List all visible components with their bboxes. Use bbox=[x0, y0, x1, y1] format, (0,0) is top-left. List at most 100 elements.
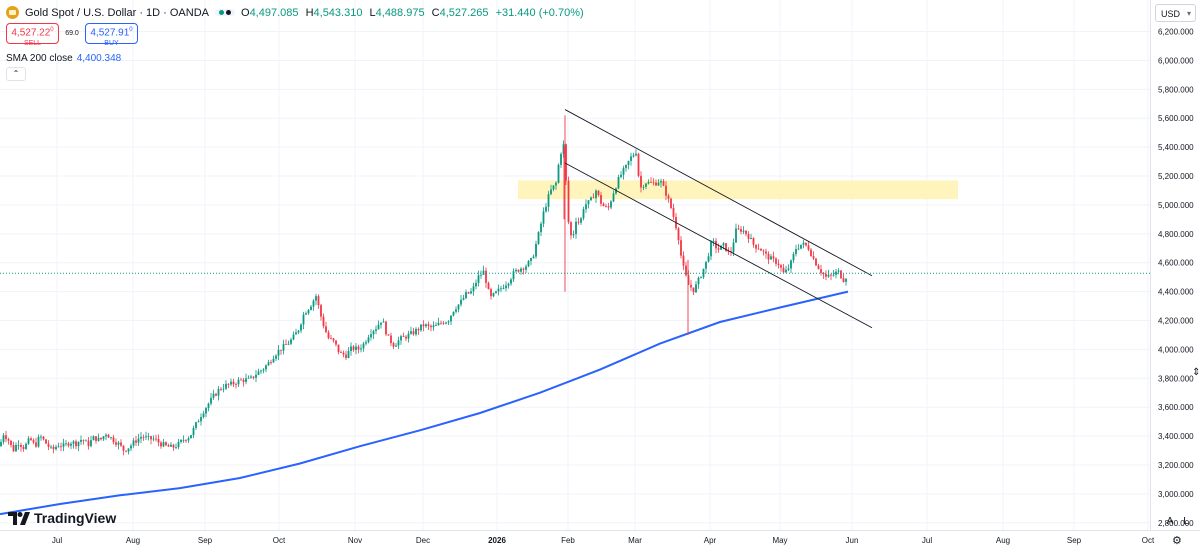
candle-body bbox=[147, 436, 150, 437]
candle-body bbox=[565, 144, 567, 181]
trendline[interactable] bbox=[564, 162, 873, 329]
tradingview-logo[interactable]: TradingView bbox=[8, 510, 116, 526]
log-scale-button[interactable]: L bbox=[1183, 516, 1189, 527]
time-tick-label: Aug bbox=[126, 536, 140, 545]
candle-body bbox=[462, 298, 465, 300]
candle-body bbox=[652, 182, 655, 184]
candle-body bbox=[477, 275, 480, 283]
collapse-legend-button[interactable]: ⌃ bbox=[6, 67, 26, 81]
candle-body bbox=[67, 443, 70, 446]
candle-body bbox=[697, 277, 700, 285]
candle-body bbox=[387, 334, 390, 336]
candle-body bbox=[57, 446, 60, 448]
candle-body bbox=[207, 403, 210, 409]
price-tick-label: 4,800.000 bbox=[1158, 230, 1194, 239]
candle-body bbox=[287, 343, 290, 345]
candle-body bbox=[447, 321, 450, 323]
price-tick-label: 6,200.000 bbox=[1158, 28, 1194, 37]
candle-body bbox=[412, 331, 415, 335]
trendlines[interactable] bbox=[564, 109, 873, 329]
candle-body bbox=[742, 230, 745, 232]
candle-body bbox=[587, 200, 590, 205]
candle-body bbox=[570, 222, 572, 236]
candle-body bbox=[785, 269, 787, 273]
candle-body bbox=[82, 439, 85, 441]
candle-body bbox=[740, 228, 742, 232]
time-tick-label: May bbox=[772, 536, 787, 545]
candle-body bbox=[110, 437, 112, 439]
scale-drag-handle-icon[interactable]: ⇕ bbox=[1192, 367, 1200, 378]
sell-button[interactable]: 4,527.220 SELL bbox=[6, 23, 59, 47]
candle-body bbox=[0, 441, 2, 447]
grid-lines bbox=[0, 0, 1150, 530]
candle-body bbox=[292, 334, 295, 340]
time-tick-label: Jul bbox=[52, 536, 62, 545]
candle-body bbox=[355, 346, 357, 350]
candle-body bbox=[227, 383, 230, 385]
symbol-title[interactable]: Gold Spot / U.S. Dollar · 1D · OANDA bbox=[25, 6, 209, 19]
candle-body bbox=[455, 309, 457, 312]
candle-body bbox=[620, 174, 622, 177]
settings-gear-icon[interactable]: ⚙ bbox=[1172, 535, 1182, 547]
candle-body bbox=[165, 442, 167, 446]
candle-body bbox=[465, 292, 467, 299]
candle-body bbox=[120, 442, 122, 446]
candle-body bbox=[160, 442, 162, 447]
price-tick-label: 3,200.000 bbox=[1158, 461, 1194, 470]
candle-body bbox=[282, 344, 285, 351]
price-axis[interactable]: 2,800.000 3,000.000 3,200.000 3,400.000 3,60… bbox=[1158, 28, 1194, 528]
candle-body bbox=[217, 388, 220, 396]
candle-body bbox=[845, 278, 847, 282]
candle-body bbox=[295, 332, 297, 335]
tradingview-logo-icon bbox=[8, 511, 30, 525]
candle-body bbox=[642, 186, 645, 188]
candle-body bbox=[800, 244, 802, 249]
candle-body bbox=[572, 234, 575, 236]
candle-body bbox=[285, 344, 287, 345]
candle-body bbox=[382, 321, 385, 323]
buy-button[interactable]: 4,527.910 BUY bbox=[85, 23, 138, 47]
trendline[interactable] bbox=[564, 109, 873, 277]
symbol-header: Gold Spot / U.S. Dollar · 1D · OANDA O4,… bbox=[6, 6, 584, 19]
candle-body bbox=[582, 209, 585, 219]
price-tick-label: 4,600.000 bbox=[1158, 259, 1194, 268]
time-axis[interactable]: Jul Aug Sep Oct Nov Dec 2026 Feb Mar Apr May Jun Jul… bbox=[52, 536, 1155, 545]
time-tick-label: Mar bbox=[628, 536, 642, 545]
candle-body bbox=[125, 450, 127, 452]
time-tick-label: Apr bbox=[704, 536, 717, 545]
candle-body bbox=[250, 376, 252, 378]
candle-body bbox=[725, 243, 727, 252]
candle-body bbox=[522, 268, 525, 270]
time-tick-label: Dec bbox=[416, 536, 430, 545]
candle-body bbox=[390, 335, 392, 344]
candle-body bbox=[205, 408, 207, 414]
resistance-zone[interactable] bbox=[518, 180, 958, 200]
candle-body bbox=[727, 251, 730, 252]
candle-body bbox=[330, 338, 332, 340]
candle-body bbox=[527, 261, 530, 267]
candle-body bbox=[317, 296, 320, 306]
candle-body bbox=[367, 337, 370, 343]
auto-scale-button[interactable]: A bbox=[1166, 516, 1174, 527]
sma-legend[interactable]: SMA 200 close 4,400.348 bbox=[6, 53, 121, 64]
candle-body bbox=[542, 211, 545, 224]
candle-body bbox=[515, 269, 517, 272]
market-status-indicator[interactable] bbox=[215, 9, 235, 16]
currency-select[interactable]: USD ▾ bbox=[1155, 4, 1196, 22]
chevron-down-icon: ▾ bbox=[1186, 9, 1191, 18]
candle-body bbox=[202, 413, 205, 418]
candle-body bbox=[687, 275, 690, 285]
candle-body bbox=[792, 253, 795, 261]
candle-body bbox=[50, 446, 52, 448]
high-label: H bbox=[305, 6, 314, 19]
candle-body bbox=[215, 393, 217, 396]
candle-body bbox=[260, 370, 262, 372]
candle-body bbox=[265, 365, 267, 370]
time-tick-label: Jul bbox=[922, 536, 932, 545]
time-tick-label: Nov bbox=[348, 536, 362, 545]
candle-body bbox=[180, 439, 182, 442]
candle-body bbox=[362, 343, 365, 349]
candle-body bbox=[352, 346, 355, 350]
candle-body bbox=[170, 444, 172, 447]
